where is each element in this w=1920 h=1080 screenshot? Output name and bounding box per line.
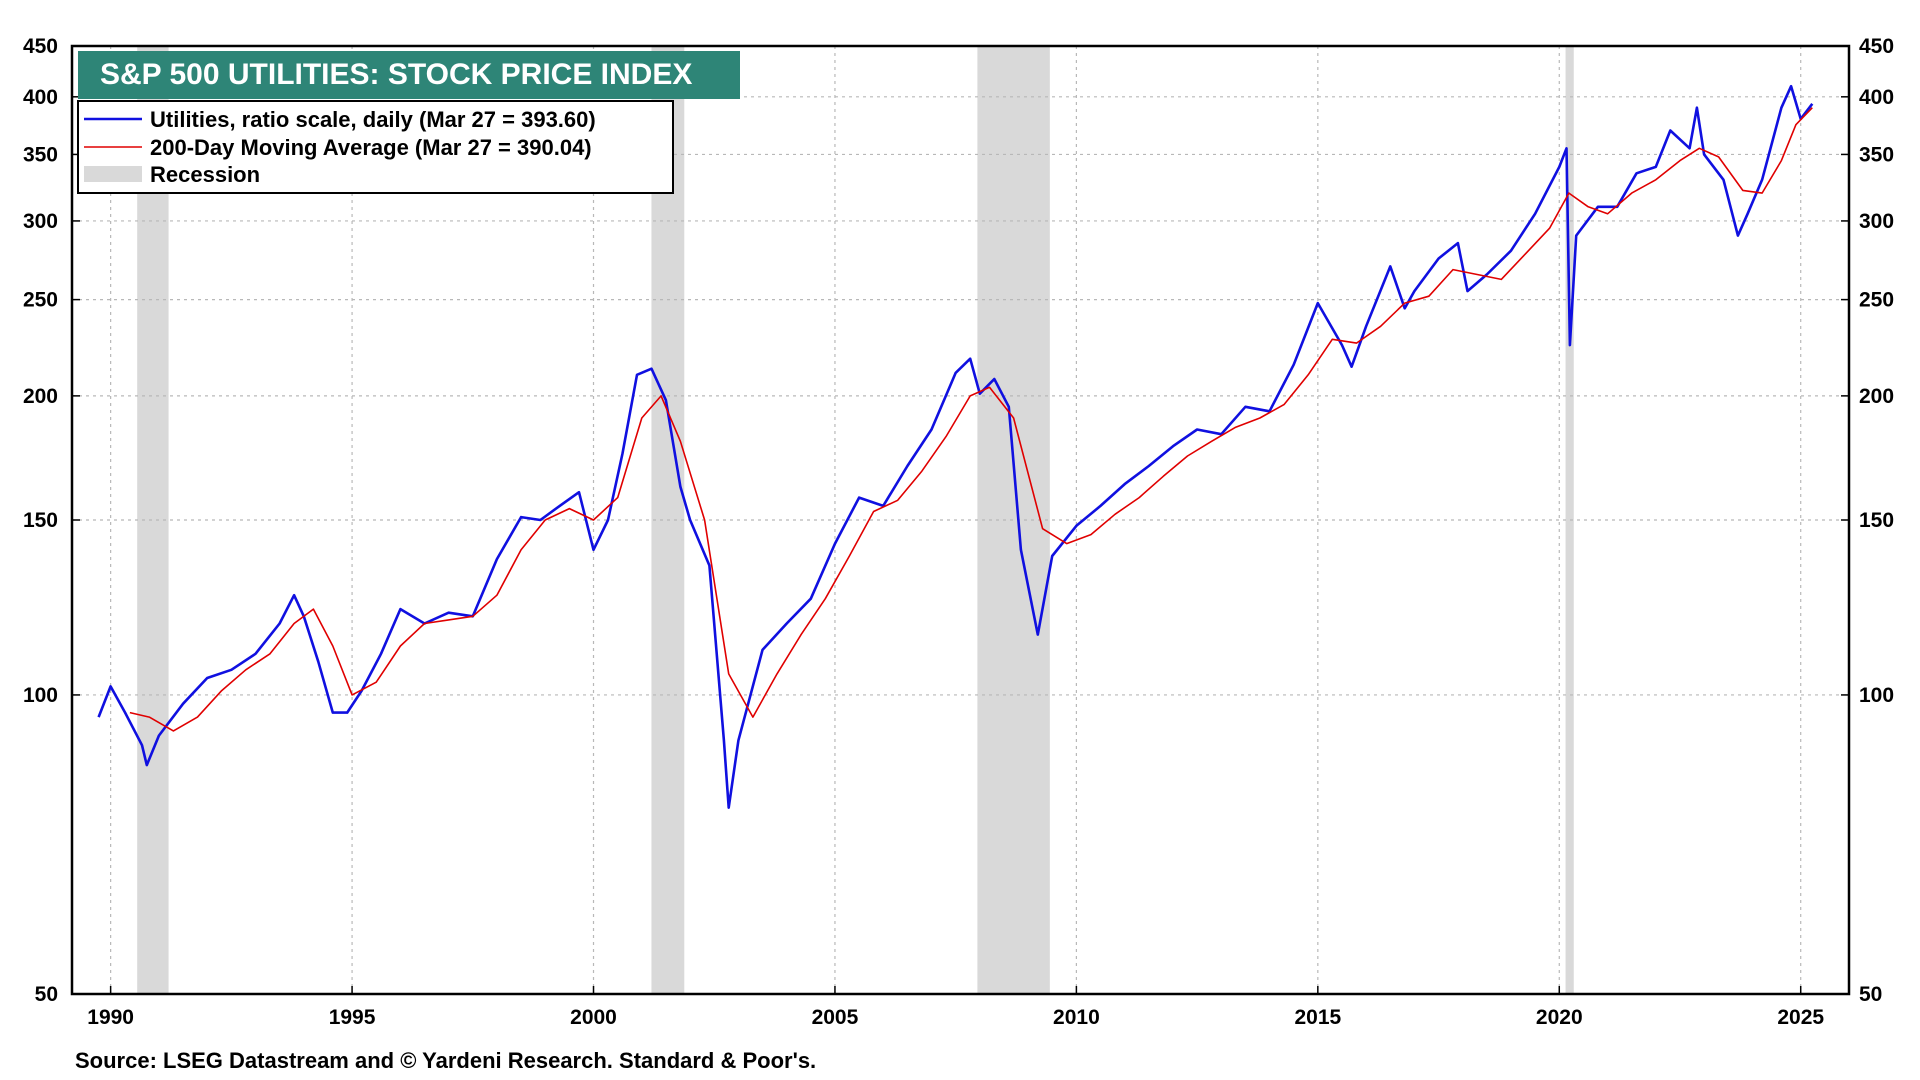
y-tick-label-right: 150 bbox=[1859, 509, 1894, 532]
y-tick-label-left: 250 bbox=[23, 289, 58, 312]
y-tick-label-left: 150 bbox=[23, 509, 58, 532]
recession-band-3 bbox=[1565, 46, 1574, 994]
legend-label-moving-average: 200-Day Moving Average (Mar 27 = 390.04) bbox=[150, 135, 592, 160]
y-tick-label-right: 100 bbox=[1859, 684, 1894, 707]
series-moving-average-line bbox=[129, 107, 1813, 732]
x-tick-label: 2005 bbox=[812, 1006, 859, 1029]
y-tick-label-right: 50 bbox=[1859, 983, 1882, 1006]
title-box bbox=[78, 51, 740, 99]
legend-label-utilities: Utilities, ratio scale, daily (Mar 27 = … bbox=[150, 107, 596, 132]
x-tick-label: 1995 bbox=[329, 1006, 376, 1029]
axis-ticks: 50 50 100 100 150 150 200 200 250 250 300 300 350 350… bbox=[23, 35, 1894, 1029]
source-note: Source: LSEG Datastream and © Yardeni Re… bbox=[75, 1048, 816, 1073]
y-tick-label-left: 350 bbox=[23, 143, 58, 166]
y-tick-label-left: 100 bbox=[23, 684, 58, 707]
legend-swatch-recession bbox=[84, 166, 142, 182]
legend-box bbox=[77, 100, 674, 194]
y-tick-label-left: 450 bbox=[23, 35, 58, 58]
chart-title: S&P 500 UTILITIES: STOCK PRICE INDEX bbox=[100, 58, 692, 91]
x-tick-label: 2000 bbox=[570, 1006, 617, 1029]
y-tick-label-right: 400 bbox=[1859, 86, 1894, 109]
legend: Utilities, ratio scale, daily (Mar 27 = … bbox=[77, 100, 674, 194]
x-tick-label: 1990 bbox=[87, 1006, 134, 1029]
x-tick-label: 2025 bbox=[1777, 1006, 1824, 1029]
y-tick-label-left: 300 bbox=[23, 210, 58, 233]
y-tick-label-right: 200 bbox=[1859, 385, 1894, 408]
legend-label-recession: Recession bbox=[150, 162, 260, 187]
y-tick-label-right: 350 bbox=[1859, 143, 1894, 166]
y-tick-label-left: 400 bbox=[23, 86, 58, 109]
series-utilities-line bbox=[97, 84, 1814, 809]
y-tick-label-right: 450 bbox=[1859, 35, 1894, 58]
y-tick-label-right: 300 bbox=[1859, 210, 1894, 233]
x-tick-label: 2010 bbox=[1053, 1006, 1100, 1029]
x-tick-label: 2020 bbox=[1536, 1006, 1583, 1029]
series-lines bbox=[97, 84, 1814, 809]
y-tick-label-left: 50 bbox=[35, 983, 58, 1006]
x-tick-label: 2015 bbox=[1294, 1006, 1341, 1029]
y-tick-label-left: 200 bbox=[23, 385, 58, 408]
y-tick-label-right: 250 bbox=[1859, 289, 1894, 312]
